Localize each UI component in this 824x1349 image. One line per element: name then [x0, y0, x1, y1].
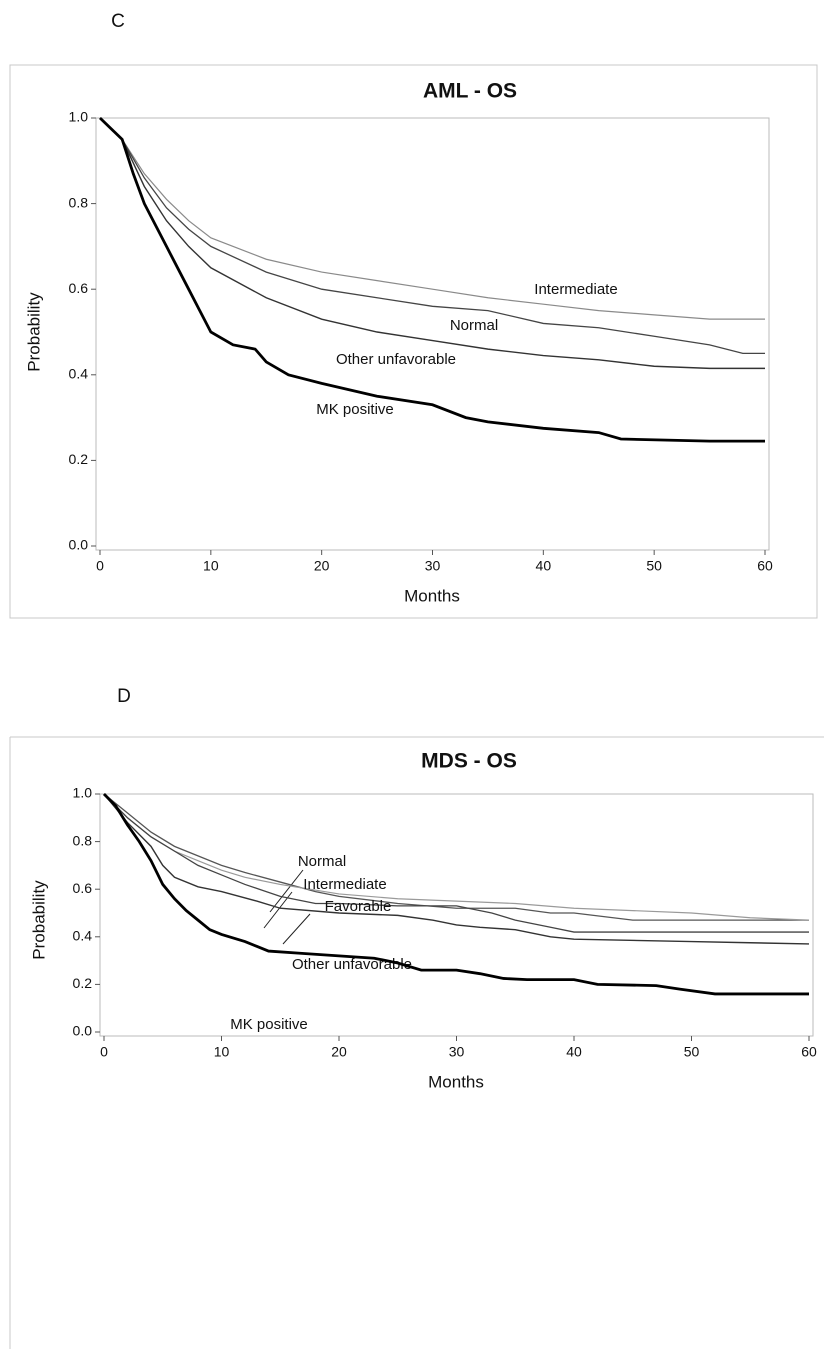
panel-label: D	[117, 686, 131, 707]
x-tick-label: 60	[801, 1044, 817, 1060]
survival-curve	[99, 116, 765, 443]
survival-curve	[103, 793, 809, 921]
x-tick-label: 50	[684, 1044, 700, 1060]
x-tick-label: 20	[314, 558, 330, 574]
survival-curve	[103, 793, 810, 945]
y-tick-label: 0.8	[73, 832, 93, 848]
x-tick-label: 0	[96, 558, 104, 574]
x-tick-label: 30	[425, 558, 441, 574]
x-tick-label: 10	[214, 1044, 230, 1060]
panel-frame	[9, 736, 824, 1349]
y-tick-label: 0.6	[69, 280, 89, 296]
survival-curve	[99, 117, 765, 355]
y-tick-label: 0.2	[73, 975, 93, 991]
curve-label: Intermediate	[534, 281, 617, 298]
y-tick-label: 0.6	[73, 880, 93, 896]
plot-frame	[99, 793, 814, 1037]
x-tick-label: 40	[536, 558, 552, 574]
y-tick-label: 0.2	[69, 451, 89, 467]
x-tick-label: 60	[757, 558, 773, 574]
label-leader	[269, 869, 304, 913]
curve-label: MK positive	[230, 1016, 308, 1033]
curve-label: Intermediate	[303, 876, 386, 893]
y-axis-label: Probability	[29, 880, 48, 960]
survival-curve	[99, 117, 765, 320]
x-axis-label: Months	[428, 1072, 484, 1091]
x-tick-label: 40	[566, 1044, 582, 1060]
chart-title: MDS - OS	[421, 750, 517, 773]
y-tick-label: 0.0	[69, 537, 89, 553]
curve-label: Other unfavorable	[336, 351, 456, 368]
panel-label: C	[111, 11, 125, 32]
x-tick-label: 50	[646, 558, 662, 574]
x-axis-label: Months	[404, 586, 460, 605]
curve-label: Favorable	[325, 898, 392, 915]
curve-label: MK positive	[316, 401, 394, 418]
y-tick-label: 0.4	[69, 366, 89, 382]
chart-title: AML - OS	[423, 80, 517, 103]
y-tick-label: 1.0	[73, 785, 93, 801]
curve-label: Normal	[298, 853, 346, 870]
y-axis-label: Probability	[24, 292, 43, 372]
plot-frame	[95, 117, 770, 551]
x-tick-label: 0	[100, 1044, 108, 1060]
survival-curve	[103, 793, 809, 933]
y-tick-label: 0.0	[73, 1023, 93, 1039]
survival-curve	[103, 793, 810, 921]
x-tick-label: 20	[331, 1044, 347, 1060]
label-leader	[282, 913, 311, 945]
curve-label: Normal	[450, 317, 498, 334]
x-tick-label: 10	[203, 558, 219, 574]
y-tick-label: 0.8	[69, 194, 89, 210]
survival-curve	[103, 793, 809, 996]
y-tick-label: 0.4	[73, 928, 93, 944]
panel-frame	[9, 64, 818, 619]
survival-curve	[99, 117, 765, 370]
curve-label: Other unfavorable	[292, 956, 412, 973]
y-tick-label: 1.0	[69, 109, 89, 125]
x-tick-label: 30	[449, 1044, 465, 1060]
